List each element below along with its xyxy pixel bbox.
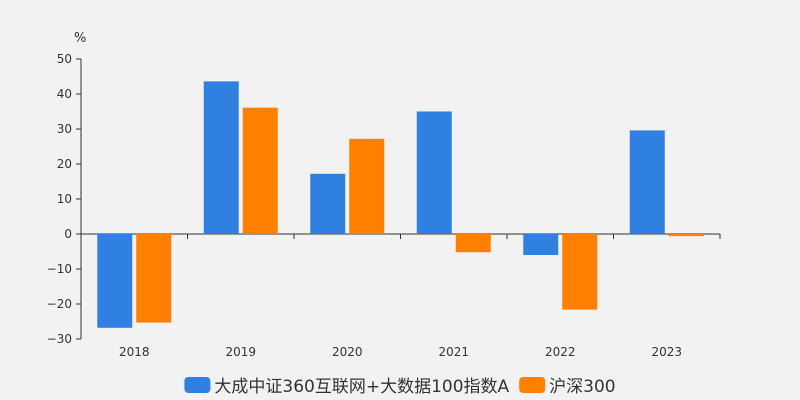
legend-item[interactable]: 大成中证360互联网+大数据100指数A <box>184 377 510 397</box>
y-tick-label: 50 <box>57 52 72 66</box>
bars <box>97 81 704 328</box>
x-tick-label: 2020 <box>332 345 363 359</box>
y-tick-label: 40 <box>57 87 72 101</box>
y-axis: −30 −20 −10 0 10 20 30 40 50 <box>47 52 82 346</box>
bar[interactable] <box>455 234 491 253</box>
y-tick-label: 30 <box>57 122 72 136</box>
bar[interactable] <box>97 234 133 328</box>
y-tick-label: 10 <box>57 192 72 206</box>
bar[interactable] <box>349 138 385 234</box>
bar[interactable] <box>668 234 704 237</box>
bar[interactable] <box>242 107 278 234</box>
y-tick-label: −20 <box>47 297 72 311</box>
bar[interactable] <box>523 234 559 255</box>
y-tick-label: 20 <box>57 157 72 171</box>
legend: 大成中证360互联网+大数据100指数A 沪深300 <box>184 377 616 397</box>
legend-label: 大成中证360互联网+大数据100指数A <box>214 377 509 397</box>
y-tick-label: −30 <box>47 332 72 346</box>
x-axis: 2018 2019 2020 2021 2022 2023 <box>80 233 721 359</box>
bar[interactable] <box>203 81 239 235</box>
bar[interactable] <box>629 130 665 234</box>
x-tick-label: 2021 <box>438 345 469 359</box>
bar[interactable] <box>310 173 346 234</box>
x-tick-label: 2018 <box>119 345 150 359</box>
bar[interactable] <box>136 234 172 323</box>
bar[interactable] <box>562 234 598 310</box>
y-tick-label: −10 <box>47 262 72 276</box>
legend-label: 沪深300 <box>549 377 615 397</box>
y-axis-unit-label: % <box>74 31 86 46</box>
legend-swatch <box>184 377 211 393</box>
x-tick-label: 2023 <box>651 345 682 359</box>
legend-swatch <box>519 377 546 393</box>
x-tick-label: 2019 <box>225 345 256 359</box>
bar[interactable] <box>416 111 452 235</box>
legend-item[interactable]: 沪深300 <box>519 377 616 397</box>
x-tick-label: 2022 <box>545 345 576 359</box>
y-tick-label: 0 <box>64 227 72 241</box>
